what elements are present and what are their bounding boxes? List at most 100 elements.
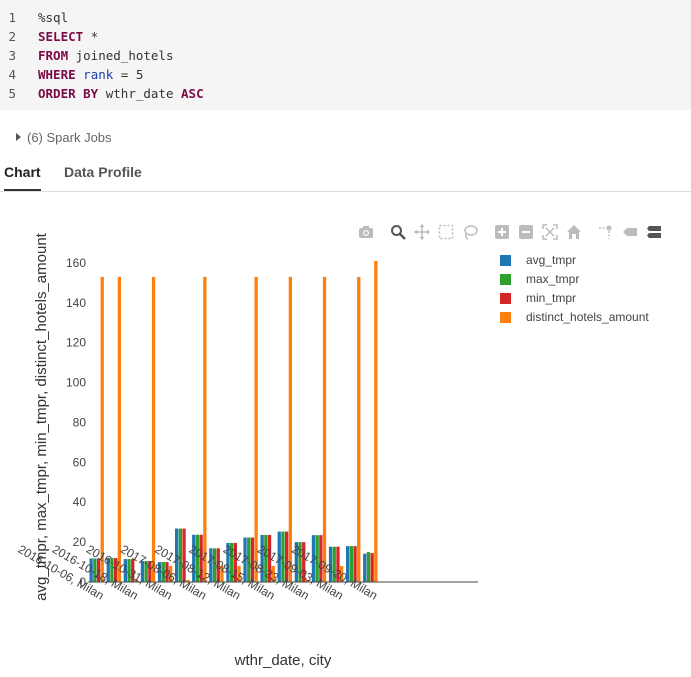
bar[interactable] <box>243 537 247 582</box>
bar[interactable] <box>374 260 378 582</box>
bar[interactable] <box>247 537 251 582</box>
bar[interactable] <box>161 562 165 582</box>
bar[interactable] <box>267 534 272 582</box>
bar[interactable] <box>199 534 203 582</box>
bar[interactable] <box>315 535 319 582</box>
bar[interactable] <box>294 542 298 582</box>
bar[interactable] <box>165 562 169 582</box>
autoscale-icon[interactable] <box>542 224 558 240</box>
bar[interactable] <box>349 546 353 582</box>
y-tick-label: 20 <box>73 535 87 549</box>
bar[interactable] <box>305 580 310 582</box>
bar[interactable] <box>134 580 139 582</box>
bar[interactable] <box>110 558 114 582</box>
bar[interactable] <box>123 559 127 582</box>
bar[interactable] <box>250 537 255 582</box>
bar[interactable] <box>148 561 152 582</box>
bar[interactable] <box>117 276 121 582</box>
bar[interactable] <box>357 276 361 582</box>
bar[interactable] <box>182 528 186 582</box>
result-tabs: Chart Data Profile <box>0 160 691 192</box>
box-select-icon[interactable] <box>438 224 454 240</box>
camera-icon[interactable] <box>358 224 374 240</box>
bar[interactable] <box>178 528 182 582</box>
bar[interactable] <box>186 580 190 582</box>
hover-closest-icon[interactable] <box>622 224 638 240</box>
bar[interactable] <box>328 546 333 582</box>
bar[interactable] <box>254 276 258 582</box>
bar[interactable] <box>271 566 275 582</box>
bar[interactable] <box>322 276 327 582</box>
y-tick-label: 100 <box>66 376 86 390</box>
spike-lines-icon[interactable] <box>598 224 614 240</box>
bar[interactable] <box>100 276 104 582</box>
bar[interactable] <box>311 535 316 582</box>
bar[interactable] <box>192 534 196 582</box>
bar[interactable] <box>353 546 357 582</box>
code-cell[interactable]: 1 %sql 2 SELECT * 3 FROM joined_hotels 4 WHERE … <box>0 0 691 110</box>
lasso-icon[interactable] <box>462 224 478 240</box>
bar[interactable] <box>366 552 371 582</box>
bar[interactable] <box>302 542 306 582</box>
legend-label: max_tmpr <box>526 272 580 286</box>
bar[interactable] <box>175 528 179 582</box>
bar[interactable] <box>114 558 118 582</box>
bar[interactable] <box>288 276 292 582</box>
home-icon[interactable] <box>566 224 582 240</box>
bar[interactable] <box>230 542 234 582</box>
bar[interactable] <box>96 558 101 582</box>
bar[interactable] <box>157 562 162 582</box>
y-tick-label: 0 <box>79 575 86 589</box>
bar[interactable] <box>277 531 281 582</box>
bar[interactable] <box>281 531 285 582</box>
bar[interactable] <box>131 559 135 582</box>
legend-label: avg_tmpr <box>526 253 577 267</box>
bar[interactable] <box>93 558 97 582</box>
bar[interactable] <box>319 535 323 582</box>
tab-data-profile[interactable]: Data Profile <box>64 164 142 180</box>
bar[interactable] <box>285 531 289 582</box>
bar[interactable] <box>370 553 374 582</box>
hover-compare-icon[interactable] <box>646 224 662 240</box>
bar[interactable] <box>89 558 93 582</box>
y-tick-label: 120 <box>66 336 86 350</box>
bar[interactable] <box>346 546 350 582</box>
bar[interactable] <box>237 566 241 582</box>
code-line: 2 SELECT * <box>0 27 98 46</box>
bar[interactable] <box>151 276 156 582</box>
code-token: %sql <box>38 10 69 25</box>
bar[interactable] <box>340 566 344 582</box>
spark-jobs-toggle[interactable]: (6) Spark Jobs <box>16 130 112 145</box>
bar[interactable] <box>264 534 268 582</box>
bar[interactable] <box>144 561 148 582</box>
bar[interactable] <box>106 558 110 582</box>
bar[interactable] <box>298 542 302 582</box>
bar[interactable] <box>336 546 340 582</box>
bar[interactable] <box>233 542 237 582</box>
code-text: ORDER BY wthr_date ASC <box>38 84 204 103</box>
bar[interactable] <box>203 276 207 582</box>
code-line: 1 %sql <box>0 8 68 27</box>
tab-chart[interactable]: Chart <box>4 164 41 191</box>
code-text: FROM joined_hotels <box>38 46 173 65</box>
bar[interactable] <box>216 548 220 582</box>
bar[interactable] <box>212 548 217 582</box>
bar[interactable] <box>363 553 367 582</box>
zoom-in-icon[interactable] <box>494 224 510 240</box>
caret-right-icon <box>16 133 21 141</box>
bar[interactable] <box>140 561 145 582</box>
pan-icon[interactable] <box>414 224 430 240</box>
bar[interactable] <box>226 542 230 582</box>
zoom-out-icon[interactable] <box>518 224 534 240</box>
bar[interactable] <box>220 566 224 582</box>
bar[interactable] <box>195 534 200 582</box>
bar[interactable] <box>260 534 264 582</box>
bar[interactable] <box>169 566 173 582</box>
bar[interactable] <box>209 548 213 582</box>
bar[interactable] <box>127 559 131 582</box>
bar[interactable] <box>332 546 336 582</box>
legend-label: min_tmpr <box>526 291 577 305</box>
legend-swatch <box>500 274 511 285</box>
zoom-icon[interactable] <box>390 224 406 240</box>
